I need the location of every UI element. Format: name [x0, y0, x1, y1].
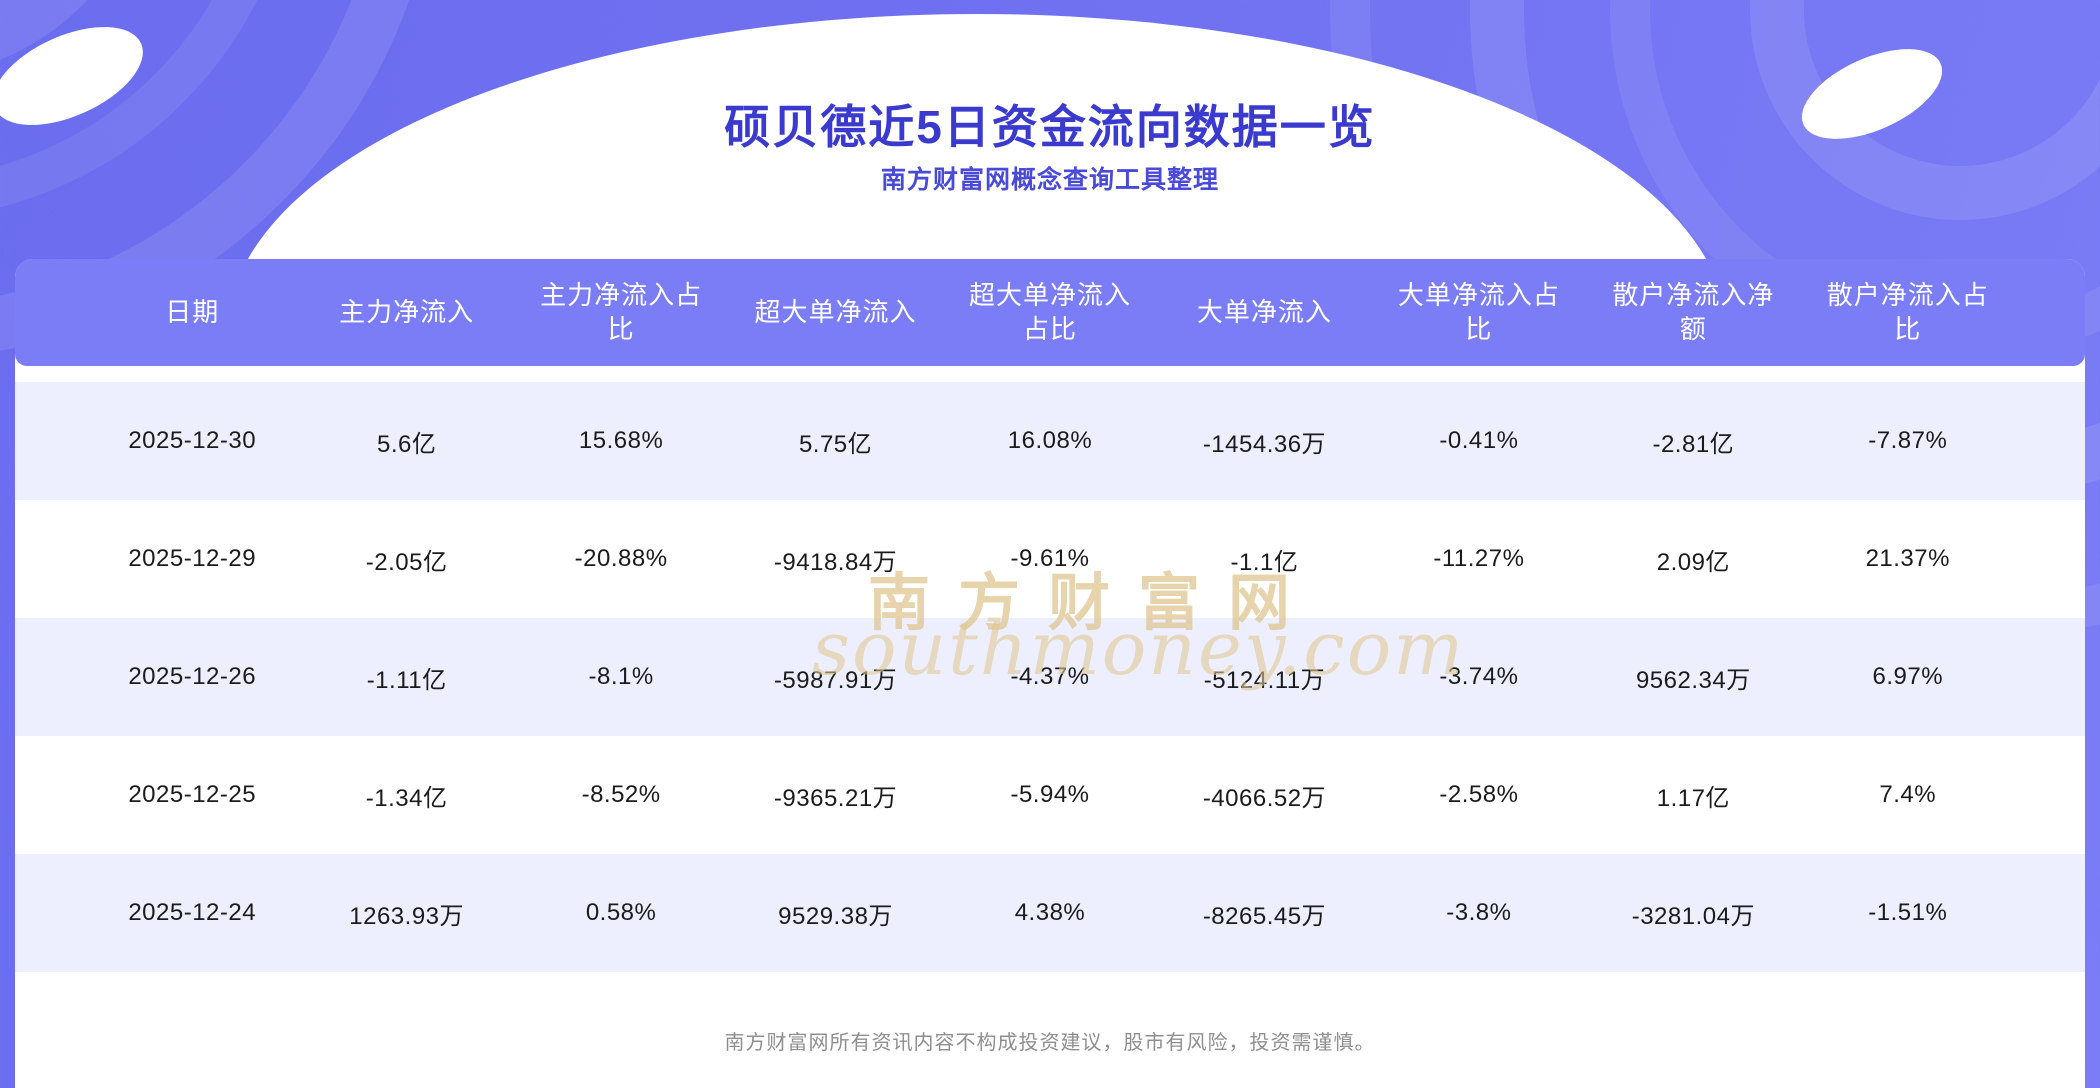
- column-header: 超大单净流入: [754, 296, 917, 327]
- table-cell: -5.94%: [1010, 781, 1090, 808]
- column-header: 主力净流入: [339, 296, 475, 327]
- table-cell: -4.37%: [1010, 663, 1090, 690]
- table-cell: 7.4%: [1879, 781, 1937, 808]
- table-cell: -8265.45万: [1202, 902, 1327, 930]
- table-cell: -9365.21万: [773, 784, 898, 812]
- table-cell: 2.09亿: [1656, 548, 1730, 576]
- column-header: 日期: [165, 296, 220, 327]
- page-subtitle: 南方财富网概念查询工具整理: [880, 166, 1219, 194]
- table-cell: 2025-12-26: [128, 663, 257, 690]
- page-title: 硕贝德近5日资金流向数据一览: [724, 100, 1376, 153]
- table-cell: 21.37%: [1865, 545, 1950, 572]
- footer-disclaimer: 南方财富网所有资讯内容不构成投资建议，股市有风险，投资需谨慎。: [724, 1032, 1376, 1054]
- table-cell: -3281.04万: [1631, 902, 1755, 930]
- table-cell: 2025-12-24: [128, 899, 257, 926]
- table-cell: -9.61%: [1010, 545, 1090, 572]
- table-cell: -2.58%: [1439, 781, 1519, 808]
- table-cell: 0.58%: [585, 899, 657, 926]
- table-cell: -9418.84万: [773, 548, 898, 576]
- table-cell: -8.1%: [588, 663, 654, 690]
- table-cell: 9562.34万: [1635, 666, 1751, 694]
- column-header: 散户净流入净额: [1612, 279, 1775, 344]
- table-cell: -1.1亿: [1230, 548, 1299, 576]
- table-cell: 16.08%: [1007, 427, 1093, 454]
- table-cell: -11.27%: [1433, 545, 1525, 572]
- table-cell: 2025-12-29: [128, 545, 257, 572]
- table-cell: -7.87%: [1868, 427, 1948, 454]
- table-cell: -1.34亿: [365, 784, 448, 812]
- table-cell: -5987.91万: [773, 666, 898, 694]
- table-cell: 1.17亿: [1656, 784, 1730, 812]
- table-cell: 4.38%: [1014, 899, 1086, 926]
- table-body: 2025-12-30 5.6亿 15.68% 5.75亿 16.08% -1454.36万…: [15, 382, 2085, 972]
- table-cell: -4066.52万: [1202, 784, 1327, 812]
- table-row: 2025-12-25 -1.34亿 -8.52% -9365.21万 -5.94% -40…: [15, 736, 2085, 854]
- table-cell: 6.97%: [1872, 663, 1944, 690]
- table-cell: -8.52%: [581, 781, 661, 808]
- table-header-row: 日期 主力净流入 主力净流入占比 超大单净流入 超大单净流入占比 大单净流入 大单净流入占比…: [15, 259, 2085, 366]
- table-cell: 5.6亿: [376, 430, 437, 458]
- table-cell: -5124.11万: [1203, 666, 1326, 694]
- table-cell: -0.41%: [1439, 427, 1519, 454]
- table-row: 2025-12-30 5.6亿 15.68% 5.75亿 16.08% -1454.36万…: [15, 382, 2085, 500]
- column-header: 散户净流入占比: [1826, 279, 1989, 344]
- table-row: 2025-12-29 -2.05亿 -20.88% -9418.84万 -9.61% -1…: [15, 500, 2085, 618]
- table-cell: -20.88%: [574, 545, 668, 572]
- table-cell: -2.81亿: [1652, 430, 1735, 458]
- column-header: 大单净流入占比: [1397, 279, 1560, 344]
- table-cell: 5.75亿: [798, 430, 873, 458]
- table-cell: 15.68%: [578, 427, 664, 454]
- table-cell: -1.11亿: [366, 666, 447, 694]
- column-header: 主力净流入占比: [540, 279, 703, 344]
- column-header: 大单净流入: [1196, 296, 1332, 327]
- table-cell: -1.51%: [1868, 899, 1948, 926]
- table-cell: -2.05亿: [365, 548, 448, 576]
- table-cell: -3.8%: [1446, 899, 1512, 926]
- table-cell: -1454.36万: [1202, 430, 1327, 458]
- content-card: 日期 主力净流入 主力净流入占比 超大单净流入 超大单净流入占比 大单净流入 大单净流入占比…: [15, 259, 2085, 1088]
- table-cell: 2025-12-25: [128, 781, 257, 808]
- column-header: 超大单净流入占比: [968, 279, 1131, 344]
- table-cell: 1263.93万: [349, 902, 465, 930]
- table-cell: -3.74%: [1439, 663, 1519, 690]
- table-cell: 9529.38万: [778, 902, 893, 930]
- table-row: 2025-12-26 -1.11亿 -8.1% -5987.91万 -4.37% -512…: [15, 618, 2085, 736]
- table-cell: 2025-12-30: [128, 427, 257, 454]
- table-row: 2025-12-24 1263.93万 0.58% 9529.38万 4.38% -826…: [15, 854, 2085, 972]
